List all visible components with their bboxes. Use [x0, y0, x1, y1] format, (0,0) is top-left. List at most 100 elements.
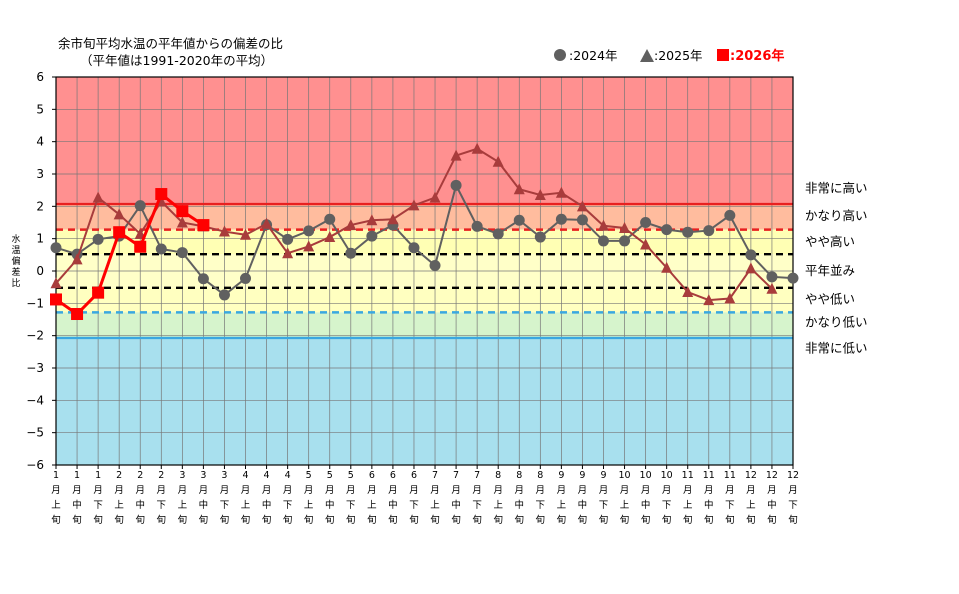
x-tick-label: 旬: [536, 514, 546, 526]
x-tick-label: 旬: [346, 514, 356, 526]
x-tick-label: 月: [704, 485, 714, 496]
x-tick-label: 下: [788, 500, 798, 511]
x-tick-label: 3: [221, 470, 227, 481]
data-point: [450, 179, 462, 191]
x-tick-label: 11: [682, 470, 694, 481]
y-tick-label: 2: [36, 199, 44, 213]
x-tick-label: 下: [93, 500, 103, 511]
data-point: [492, 155, 504, 167]
x-tick-label: 月: [683, 485, 693, 496]
x-tick-label: 下: [157, 500, 167, 511]
x-tick-label: 旬: [72, 514, 82, 526]
x-tick-label: 旬: [472, 514, 482, 526]
y-axis-label-char: 水: [11, 233, 20, 245]
x-tick-label: 旬: [578, 514, 588, 526]
data-point: [387, 213, 399, 225]
x-tick-label: 月: [493, 485, 503, 496]
x-tick-label: 旬: [788, 514, 798, 526]
data-point: [366, 230, 378, 242]
chart-thresholds: [56, 202, 793, 340]
x-tick-label: 旬: [325, 514, 335, 526]
data-point: [324, 213, 336, 225]
x-tick-label: 旬: [599, 514, 609, 526]
y-tick-label: −6: [26, 458, 44, 472]
x-tick-label: 月: [620, 485, 630, 496]
data-point: [555, 213, 567, 225]
x-tick-label: 月: [788, 485, 798, 496]
data-point: [703, 294, 715, 306]
x-tick-label: 下: [725, 500, 735, 511]
x-tick-label: 中: [388, 499, 398, 511]
level-label: かなり高い: [805, 208, 868, 223]
x-tick-label: 9: [558, 470, 564, 481]
x-tick-label: 12: [787, 470, 799, 481]
x-tick-label: 月: [388, 485, 398, 496]
data-point: [555, 186, 567, 198]
legend: :2024年 :2025年 :2026年: [554, 48, 784, 64]
y-axis-label-char: 差: [11, 266, 20, 278]
x-tick-label: 月: [557, 485, 567, 496]
data-point: [176, 216, 188, 228]
x-tick-label: 10: [618, 470, 630, 481]
y-axis-label-char: 偏: [11, 255, 20, 267]
x-tick-label: 11: [724, 470, 736, 481]
data-point: [303, 225, 315, 237]
x-tick-label: 月: [135, 485, 145, 496]
x-tick-label: 月: [578, 485, 588, 496]
x-tick-label: 旬: [114, 514, 124, 526]
data-point: [50, 277, 62, 289]
x-tick-label: 2: [137, 470, 143, 481]
legend-label-2024: :2024年: [569, 48, 618, 63]
data-point: [408, 242, 420, 254]
data-point: [724, 292, 736, 304]
x-tick-label: 月: [325, 485, 335, 496]
level-label: やや低い: [805, 291, 855, 306]
y-tick-label: −1: [26, 296, 44, 310]
x-tick-label: 月: [51, 485, 61, 496]
x-tick-label: 上: [493, 500, 503, 511]
level-label: 非常に高い: [805, 181, 868, 196]
x-tick-label: 旬: [367, 514, 377, 526]
data-point: [766, 271, 778, 283]
data-point: [661, 261, 673, 273]
x-tick-label: 中: [451, 499, 461, 511]
x-tick-label: 12: [766, 470, 778, 481]
x-tick-label: 下: [472, 500, 482, 511]
x-tick-label: 1: [53, 470, 59, 481]
x-tick-label: 中: [325, 499, 335, 511]
x-tick-label: 月: [178, 485, 188, 496]
x-tick-label: 4: [264, 470, 270, 481]
data-point: [113, 226, 126, 239]
data-point: [640, 238, 652, 250]
x-tick-label: 1: [74, 470, 80, 481]
data-point: [471, 220, 483, 232]
y-axis-label-char: 比: [11, 277, 20, 289]
x-tick-label: 月: [346, 485, 356, 496]
data-point: [745, 262, 757, 274]
x-tick-label: 中: [578, 499, 588, 511]
y-tick-label: 0: [36, 264, 44, 278]
x-tick-label: 6: [369, 470, 375, 481]
x-tick-label: 4: [285, 470, 291, 481]
x-tick-label: 旬: [262, 514, 272, 526]
data-point: [240, 272, 252, 284]
x-tick-label: 旬: [409, 514, 419, 526]
x-tick-label: 上: [241, 500, 251, 511]
data-point: [261, 217, 273, 229]
x-tick-label: 7: [453, 470, 459, 481]
data-point: [197, 273, 209, 285]
x-tick-label: 下: [283, 500, 293, 511]
x-tick-label: 12: [745, 470, 757, 481]
y-tick-label: −2: [26, 329, 44, 343]
x-tick-label: 下: [662, 500, 672, 511]
x-tick-label: 旬: [514, 514, 524, 526]
data-point: [534, 231, 546, 243]
legend-label-2026: :2026年: [730, 48, 784, 64]
x-tick-label: 7: [474, 470, 480, 481]
x-tick-label: 旬: [746, 514, 756, 526]
x-tick-label: 下: [409, 500, 419, 511]
x-tick-label: 旬: [157, 514, 167, 526]
x-tick-label: 9: [600, 470, 606, 481]
data-point: [155, 188, 168, 201]
